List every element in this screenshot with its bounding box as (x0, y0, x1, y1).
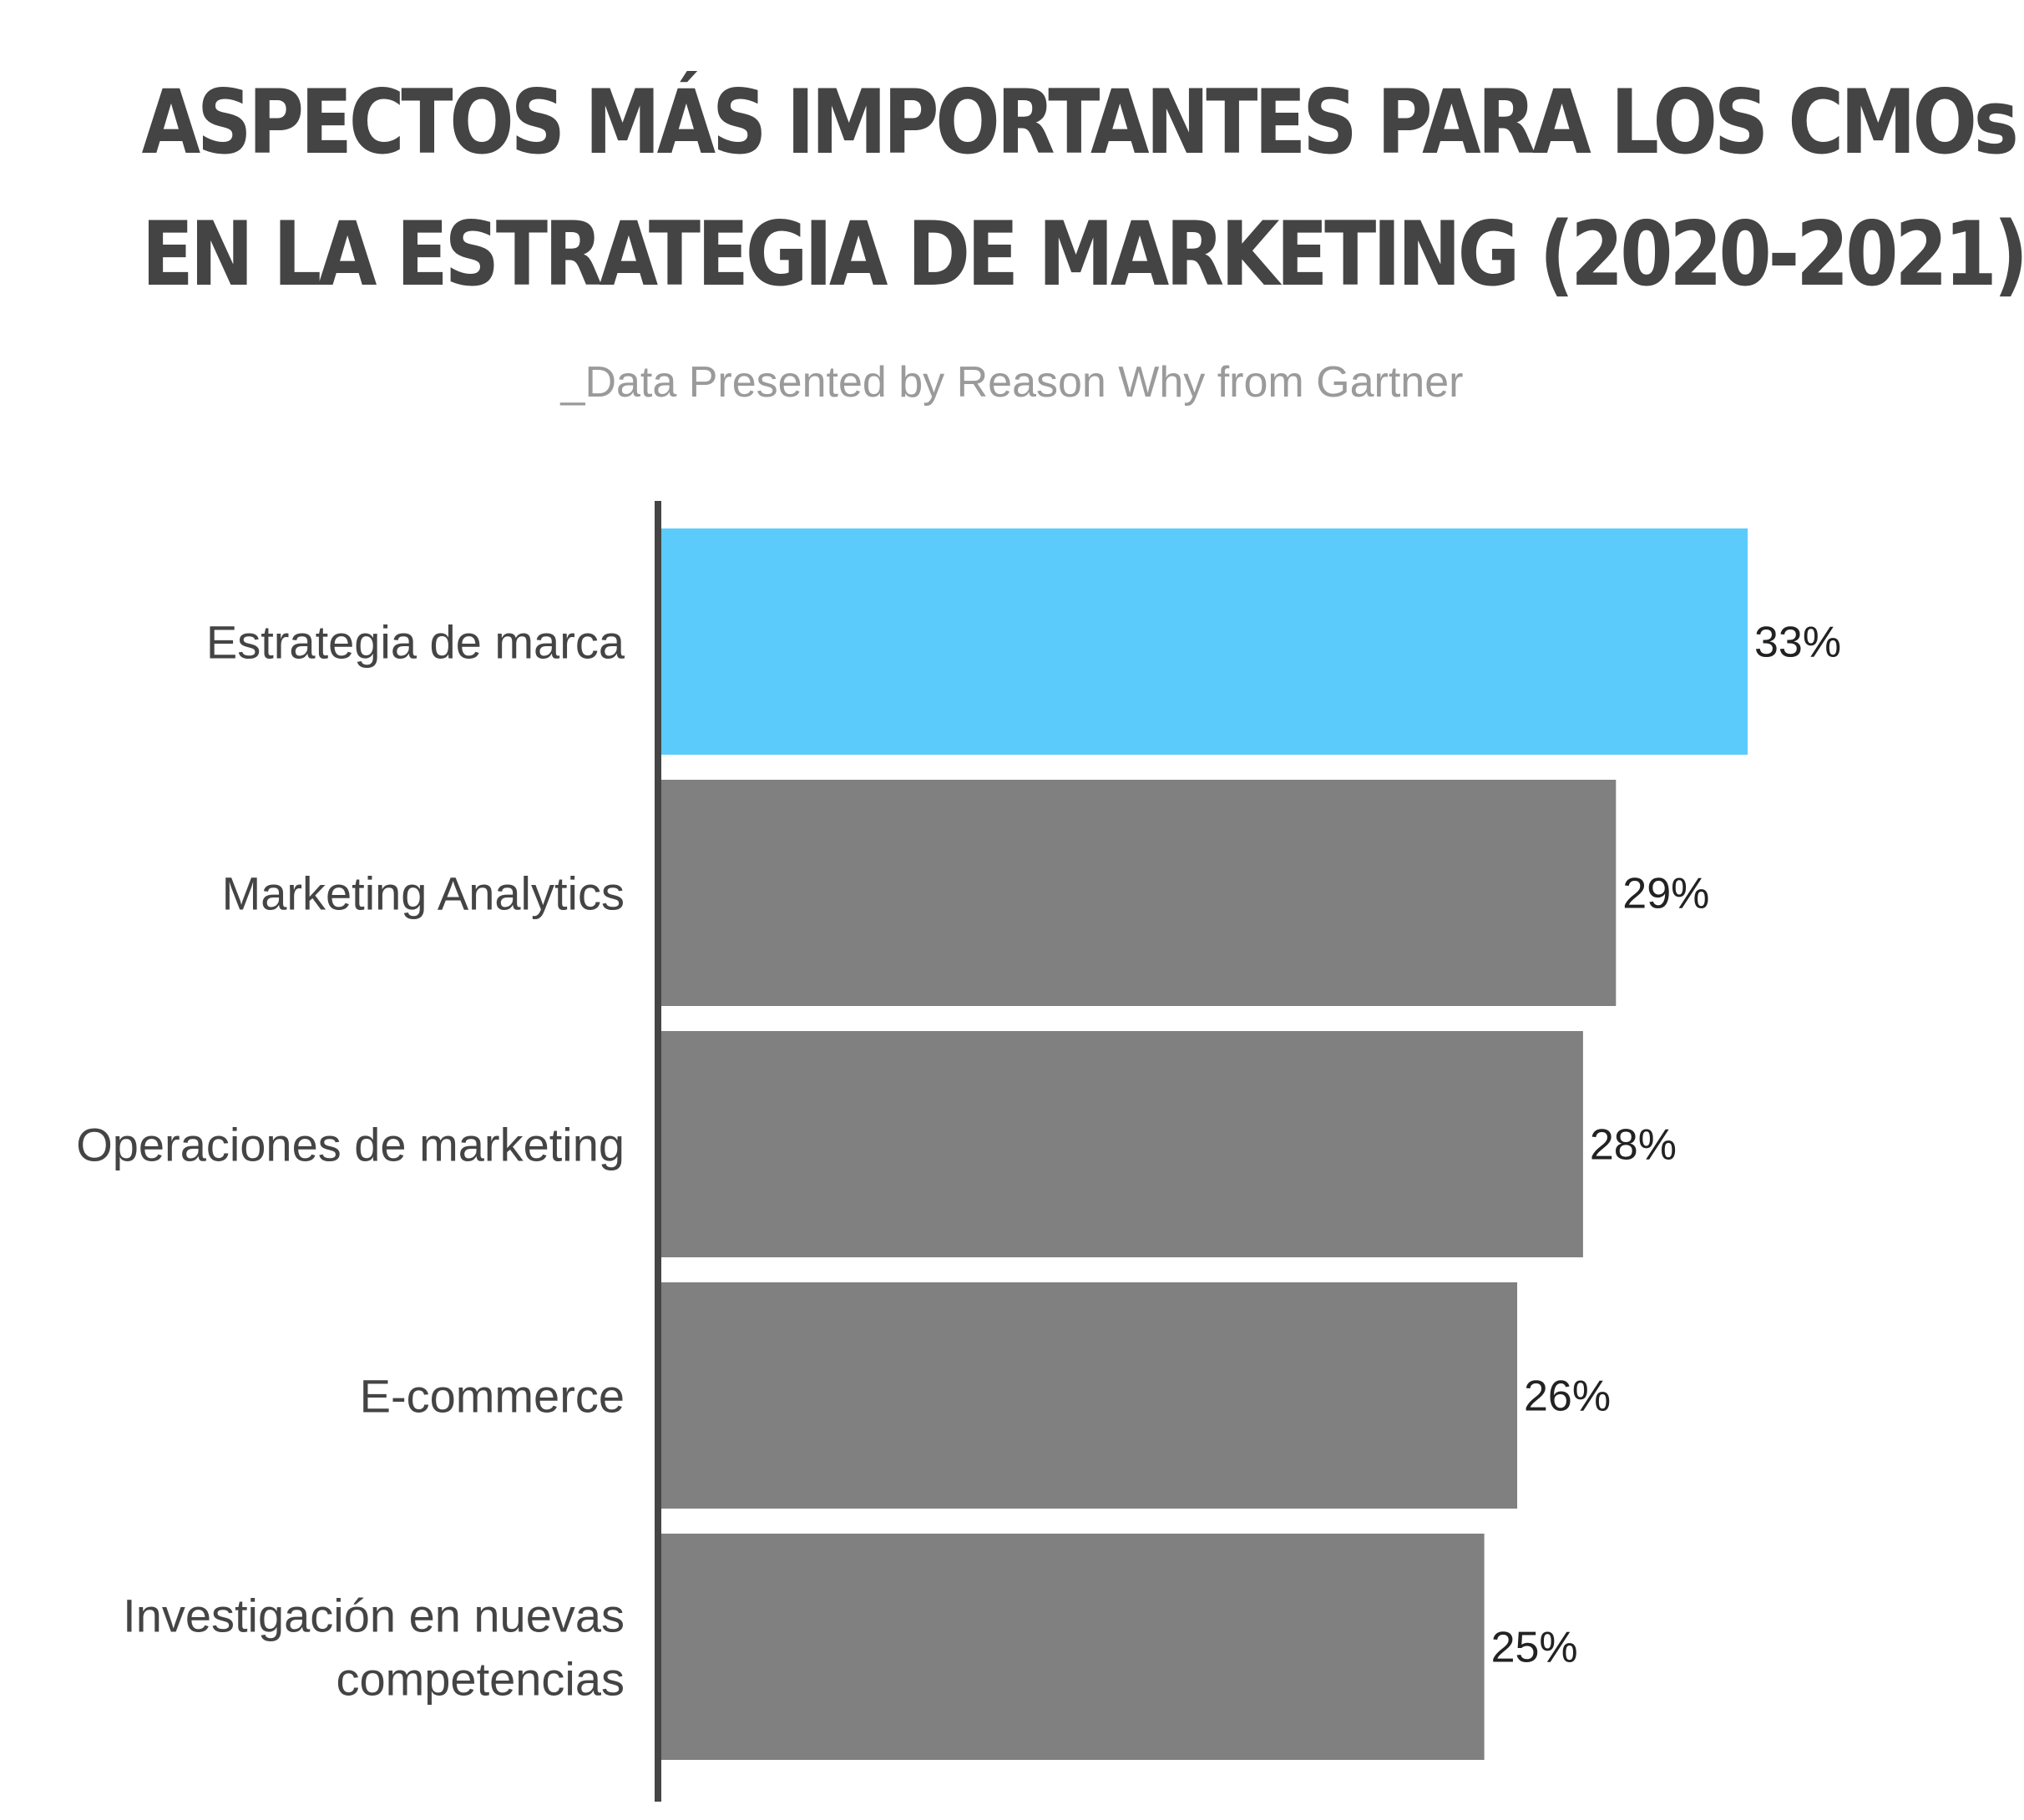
chart-title: ASPECTOS MÁS IMPORTANTES PARA LOS CMOs E… (141, 57, 2024, 321)
value-label-4: 26% (1524, 1373, 1611, 1421)
chart-title-line-1: ASPECTOS MÁS IMPORTANTES PARA LOS CMOs (141, 71, 2019, 174)
category-label-3: Operaciones de marketing (76, 1119, 625, 1171)
category-label-5-line-1: Investigación en nuevas (123, 1590, 625, 1642)
value-label-5: 25% (1491, 1624, 1578, 1672)
chart-subtitle: _Data Presented by Reason Why from Gartn… (560, 358, 1464, 407)
category-label-2: Marketing Analytics (222, 867, 625, 920)
category-label-5-line-2: competencias (336, 1653, 625, 1706)
bar-2 (661, 780, 1617, 1006)
value-label-1: 33% (1754, 619, 1841, 667)
bar-5 (661, 1534, 1485, 1760)
value-labels-layer: 33% 29% 28% 26% 25% (1491, 619, 1841, 1672)
value-label-2: 29% (1622, 870, 1709, 918)
category-label-1: Estrategia de marca (206, 616, 625, 669)
chart-title-line-2: EN LA ESTRATEGIA DE MARKETING (2020-2021… (141, 203, 2024, 306)
category-label-4: E-commerce (360, 1370, 625, 1423)
bar-1 (661, 528, 1748, 755)
category-labels-layer: Estrategia de marca Marketing Analytics Op… (76, 616, 625, 1706)
bars-layer (661, 528, 1748, 1760)
value-label-3: 28% (1590, 1121, 1677, 1170)
bar-4 (661, 1282, 1518, 1509)
bar-3 (661, 1031, 1583, 1257)
